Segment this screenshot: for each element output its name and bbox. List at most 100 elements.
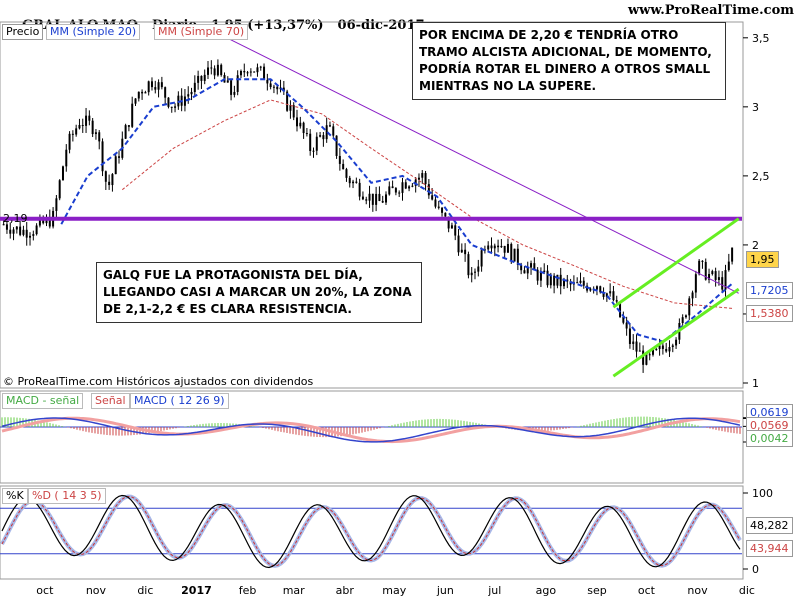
candle-body <box>65 149 68 167</box>
candle-body <box>375 193 378 205</box>
stoch-k-line <box>1 494 741 569</box>
candle-body <box>553 275 556 286</box>
candle-body <box>187 94 190 97</box>
candle-body <box>5 224 8 230</box>
candle-body <box>118 156 121 158</box>
macd-line <box>1 417 741 443</box>
candle-body <box>408 186 411 189</box>
candle-body <box>490 245 493 249</box>
candle-body <box>167 97 170 107</box>
candle-body <box>658 345 661 350</box>
candle-body <box>605 293 608 297</box>
candle-body <box>381 200 384 203</box>
x-month-label: jul <box>487 584 501 597</box>
candle-body <box>638 350 641 352</box>
candle-body <box>141 91 144 94</box>
stoch-y-tick-label: 100 <box>752 487 773 500</box>
candle-body <box>684 315 687 318</box>
channel-lower-line <box>612 287 740 378</box>
footer-note: © ProRealTime.com Históricos ajustados c… <box>3 375 314 388</box>
macd-value-label: 0,0619 <box>746 404 793 421</box>
candle-body <box>421 173 424 178</box>
candle-body <box>286 91 289 111</box>
candle-body <box>226 80 229 83</box>
x-month-label: oct <box>638 584 656 597</box>
site-label: www.ProRealTime.com <box>627 3 794 18</box>
candle-body <box>55 198 58 211</box>
candle-body <box>32 234 35 236</box>
candle-body <box>368 193 371 201</box>
candle-body <box>253 71 256 73</box>
candle-body <box>602 292 605 297</box>
candle-body <box>539 272 542 281</box>
legend-ma70: MM (Simple 70) <box>154 24 249 40</box>
candle-body <box>454 225 457 236</box>
candle-body <box>345 169 348 178</box>
candle-body <box>628 328 631 344</box>
x-month-label: may <box>382 584 406 597</box>
candle-body <box>487 245 490 250</box>
candle-body <box>239 70 242 76</box>
candle-body <box>665 348 668 352</box>
candle-body <box>312 150 315 152</box>
candle-body <box>157 82 160 90</box>
candle-body <box>230 80 233 95</box>
candle-body <box>289 105 292 111</box>
candle-body <box>668 347 671 352</box>
candle-body <box>520 264 523 271</box>
candle-body <box>516 248 519 265</box>
legend-macd-hist: MACD - señal <box>2 393 84 409</box>
candle-body <box>309 133 312 151</box>
candle-body <box>302 122 305 134</box>
x-month-label: mar <box>283 584 305 597</box>
candle-body <box>147 81 150 93</box>
candle-body <box>249 71 252 73</box>
candle-body <box>401 182 404 193</box>
candle-body <box>296 117 299 127</box>
candle-body <box>404 182 407 189</box>
candle-body <box>431 195 434 200</box>
x-month-label: nov <box>687 584 708 597</box>
candle-body <box>127 125 130 127</box>
candle-body <box>510 243 513 262</box>
candle-body <box>526 267 529 274</box>
candle-body <box>513 248 516 262</box>
candle-body <box>394 188 397 193</box>
candle-body <box>642 350 645 365</box>
candle-body <box>546 270 549 286</box>
candle-body <box>724 270 727 290</box>
candle-body <box>266 79 269 84</box>
candle-body <box>263 66 266 80</box>
candle-body <box>576 282 579 284</box>
candle-body <box>609 291 612 294</box>
candle-body <box>543 270 546 273</box>
candle-body <box>299 122 302 127</box>
candle-body <box>325 125 328 140</box>
candle-body <box>441 207 444 213</box>
candle-body <box>91 120 94 135</box>
candle-body <box>483 249 486 251</box>
candle-body <box>635 341 638 352</box>
candle-body <box>272 86 275 88</box>
legend-macd-signal: Señal <box>91 393 130 409</box>
x-month-label: sep <box>587 584 606 597</box>
candle-body <box>150 81 153 88</box>
x-month-label: 2017 <box>181 584 212 597</box>
candle-body <box>460 249 463 253</box>
price-y-tick-label: 1 <box>752 377 759 390</box>
candle-body <box>652 349 655 355</box>
candle-body <box>319 135 322 137</box>
candle-body <box>622 317 625 323</box>
candle-body <box>474 271 477 273</box>
candle-body <box>493 245 496 249</box>
candle-body <box>497 245 500 248</box>
hist-value-label: 0,0042 <box>746 430 793 447</box>
candle-body <box>22 229 25 235</box>
candle-body <box>2 224 5 226</box>
last-price-label: 1,95 <box>746 251 779 268</box>
x-month-label: dic <box>739 584 755 597</box>
candle-body <box>335 135 338 156</box>
legend-stoch-k: %K <box>2 488 28 504</box>
candle-body <box>500 245 503 248</box>
candle-body <box>371 193 374 205</box>
